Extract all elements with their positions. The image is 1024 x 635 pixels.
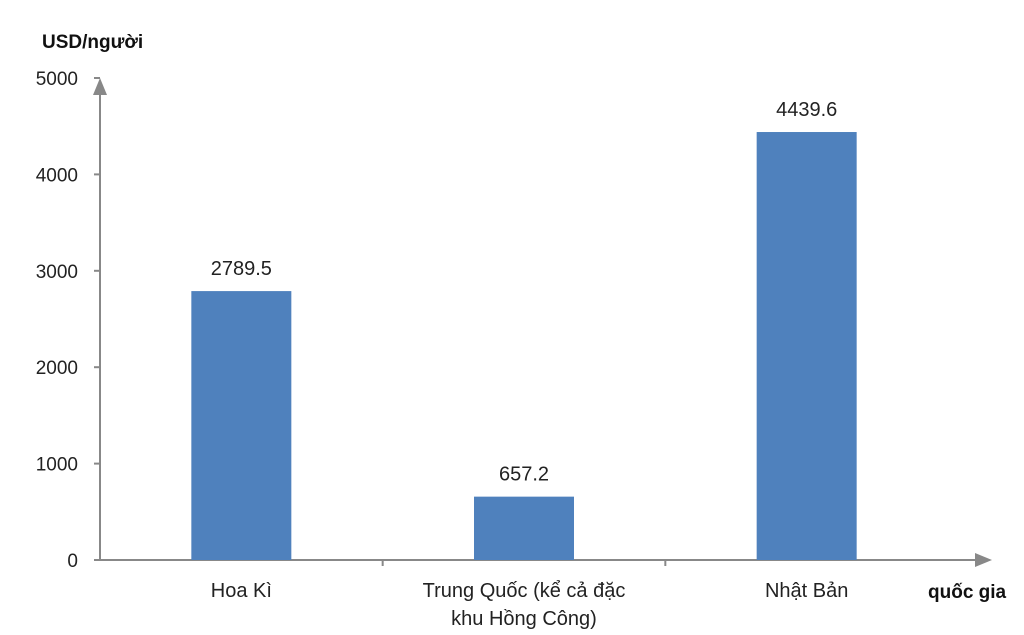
- y-ticks: 0 1000 2000 3000 4000 5000: [36, 69, 667, 572]
- bar-value-label: 2789.5: [211, 258, 272, 280]
- y-axis-arrow: [93, 78, 107, 95]
- bar: [756, 132, 857, 560]
- bar-value-label: 657.2: [499, 464, 549, 486]
- x-category-label: Trung Quốc (kể cả đặc: [423, 580, 626, 602]
- x-category-label: khu Hồng Công): [451, 608, 597, 630]
- category-labels: Hoa Kì Trung Quốc (kể cả đặc khu Hồng Công…: [211, 580, 849, 630]
- x-axis-arrow: [975, 553, 992, 567]
- y-tick-label: 3000: [36, 262, 78, 283]
- bars: [191, 132, 857, 560]
- y-tick-label: 2000: [36, 358, 78, 379]
- bar-value-label: 4439.6: [776, 99, 837, 121]
- y-tick-label: 5000: [36, 69, 78, 90]
- x-category-label: Hoa Kì: [211, 580, 272, 602]
- bar: [191, 291, 292, 560]
- x-axis-title: quốc gia: [928, 582, 1007, 603]
- x-category-label: Nhật Bản: [765, 580, 848, 602]
- bar: [474, 496, 574, 560]
- y-tick-label: 4000: [36, 165, 78, 186]
- y-tick-label: 1000: [36, 455, 78, 476]
- y-tick-label: 0: [67, 551, 78, 572]
- y-axis-title: USD/người: [42, 32, 143, 53]
- data-labels: 2789.5 657.2 4439.6: [211, 99, 838, 486]
